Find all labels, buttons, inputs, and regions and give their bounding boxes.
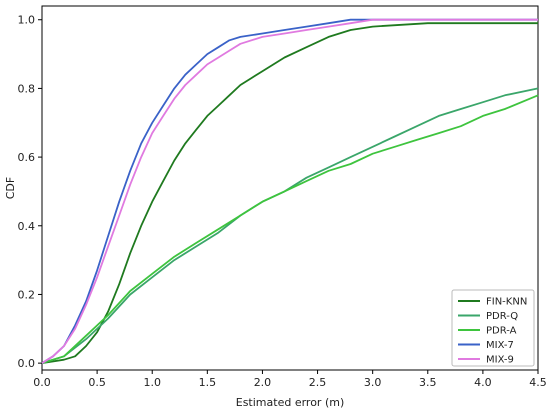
y-tick-label: 0.0 bbox=[18, 357, 36, 370]
x-tick-label: 2.5 bbox=[309, 376, 327, 389]
legend-label-pdr-q: PDR-Q bbox=[486, 311, 518, 322]
plot-area-frame bbox=[41, 5, 539, 371]
series-layer bbox=[41, 18, 539, 364]
x-tick-label: 0.5 bbox=[88, 376, 106, 389]
series-line-mix-9 bbox=[41, 18, 538, 364]
x-tick-label: 0.0 bbox=[33, 376, 51, 389]
x-axis-ticks: 0.0 0.5 1.0 1.5 2.0 2.5 3.0 3.5 4.0 4.5 bbox=[33, 370, 547, 389]
x-tick-label: 1.0 bbox=[143, 376, 161, 389]
y-tick-label: 0.4 bbox=[18, 220, 36, 233]
legend-items: FIN-KNN PDR-Q PDR-A MIX-7 MIX-9 bbox=[458, 297, 527, 366]
series-line-pdr-a bbox=[41, 94, 539, 364]
y-tick-label: 0.2 bbox=[18, 288, 36, 301]
x-tick-label: 3.5 bbox=[419, 376, 437, 389]
legend: FIN-KNN PDR-Q PDR-A MIX-7 MIX-9 bbox=[451, 289, 535, 367]
series-line-mix-7 bbox=[41, 18, 538, 364]
legend-label-mix-7: MIX-7 bbox=[486, 340, 514, 351]
y-tick-label: 0.8 bbox=[18, 82, 36, 95]
series-line-fin-knn bbox=[41, 22, 538, 364]
y-tick-label: 1.0 bbox=[18, 14, 36, 27]
y-axis-ticks: 0.0 0.2 0.4 0.6 0.8 1.0 bbox=[18, 14, 42, 370]
legend-label-mix-9: MIX-9 bbox=[486, 355, 514, 366]
x-tick-label: 2.0 bbox=[254, 376, 272, 389]
x-axis-title: Estimated error (m) bbox=[236, 396, 345, 409]
x-tick-label: 3.0 bbox=[364, 376, 382, 389]
legend-label-pdr-a: PDR-A bbox=[486, 326, 517, 337]
legend-box bbox=[451, 289, 535, 367]
legend-label-fin-knn: FIN-KNN bbox=[486, 297, 527, 308]
x-tick-label: 1.5 bbox=[199, 376, 217, 389]
x-tick-label: 4.5 bbox=[529, 376, 547, 389]
y-tick-label: 0.6 bbox=[18, 151, 36, 164]
x-tick-label: 4.0 bbox=[474, 376, 492, 389]
y-axis-title: CDF bbox=[4, 177, 17, 199]
